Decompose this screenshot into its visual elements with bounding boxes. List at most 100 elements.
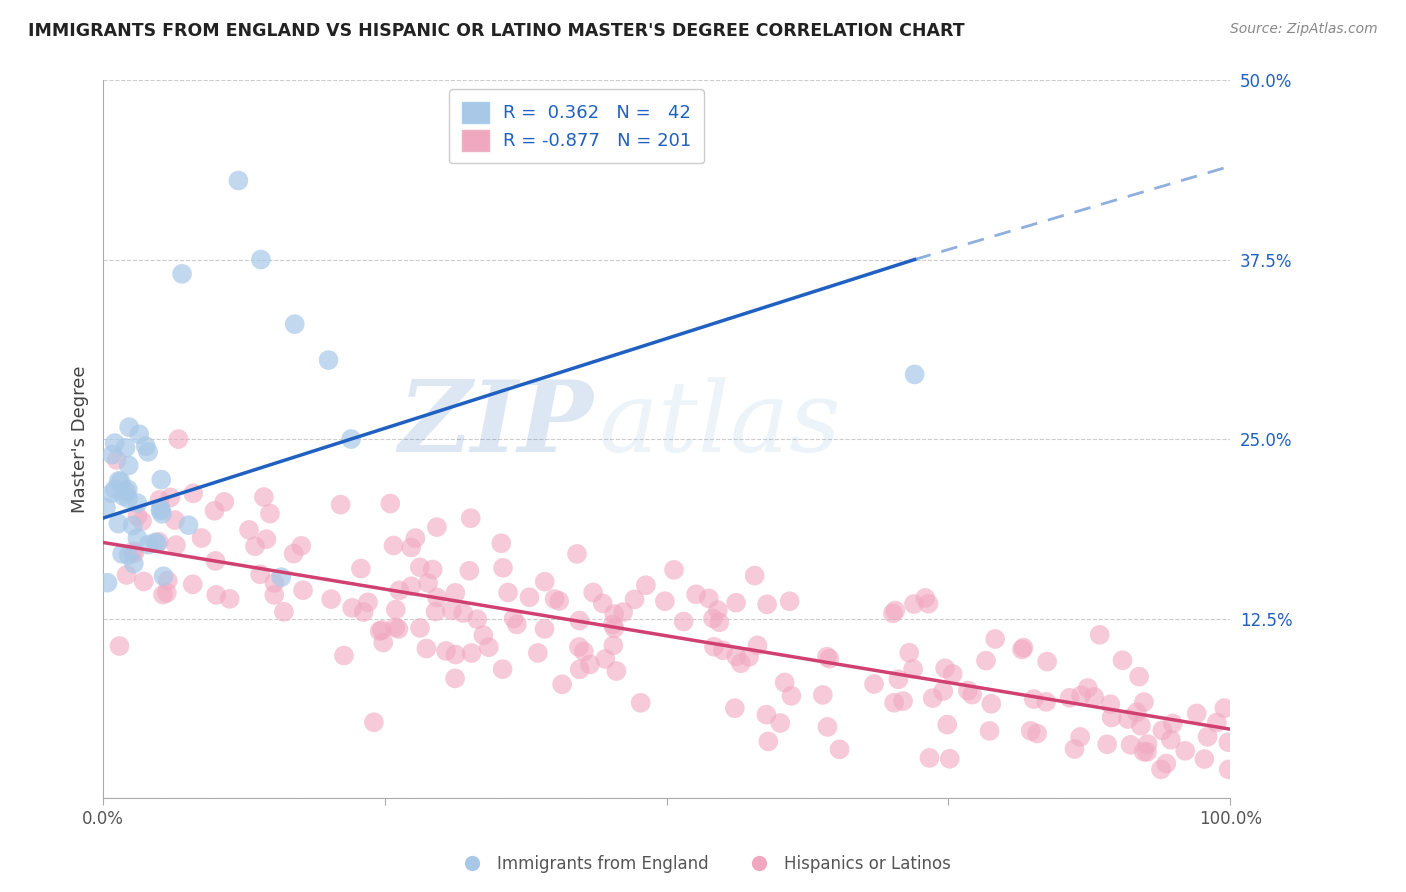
Point — [156, 574, 179, 588]
Point — [533, 574, 555, 589]
Point — [238, 523, 260, 537]
Point — [568, 614, 591, 628]
Point — [1099, 697, 1122, 711]
Point — [270, 570, 292, 584]
Point — [623, 592, 645, 607]
Point — [1063, 742, 1085, 756]
Point — [111, 547, 134, 561]
Point — [1132, 745, 1154, 759]
Point — [124, 546, 146, 560]
Point — [263, 575, 285, 590]
Point — [1077, 681, 1099, 695]
Point — [159, 491, 181, 505]
Point — [107, 474, 129, 488]
Point — [703, 640, 725, 654]
Point — [738, 649, 761, 664]
Point — [115, 568, 138, 582]
Point — [409, 621, 432, 635]
Point — [1218, 735, 1240, 749]
Point — [104, 436, 127, 450]
Point — [904, 368, 927, 382]
Point — [122, 557, 145, 571]
Point — [148, 534, 170, 549]
Point — [1069, 730, 1091, 744]
Text: ZIP: ZIP — [398, 376, 593, 473]
Point — [863, 677, 886, 691]
Point — [150, 473, 173, 487]
Point — [811, 688, 834, 702]
Point — [329, 498, 352, 512]
Point — [353, 605, 375, 619]
Point — [685, 587, 707, 601]
Point — [1116, 712, 1139, 726]
Point — [883, 696, 905, 710]
Point — [444, 672, 467, 686]
Point — [756, 598, 779, 612]
Point — [340, 432, 363, 446]
Point — [1136, 745, 1159, 759]
Point — [956, 683, 979, 698]
Point — [387, 622, 409, 636]
Point — [634, 578, 657, 592]
Point — [942, 667, 965, 681]
Point — [921, 691, 943, 706]
Point — [903, 597, 925, 611]
Point — [1156, 756, 1178, 771]
Point — [724, 701, 747, 715]
Point — [118, 420, 141, 434]
Point — [101, 448, 124, 462]
Point — [918, 751, 941, 765]
Point — [519, 591, 541, 605]
Point — [709, 615, 731, 630]
Point — [121, 518, 143, 533]
Point — [181, 577, 204, 591]
Point — [333, 648, 356, 663]
Point — [321, 592, 343, 607]
Point — [960, 688, 983, 702]
Point — [131, 514, 153, 528]
Point — [425, 605, 447, 619]
Point — [399, 541, 422, 555]
Point — [152, 588, 174, 602]
Point — [149, 503, 172, 517]
Point — [744, 568, 766, 582]
Point — [118, 458, 141, 473]
Point — [127, 509, 149, 524]
Point — [373, 635, 395, 649]
Point — [253, 490, 276, 504]
Point — [491, 662, 513, 676]
Point — [974, 654, 997, 668]
Point — [156, 586, 179, 600]
Point — [1129, 719, 1152, 733]
Point — [725, 596, 748, 610]
Point — [1194, 752, 1216, 766]
Point — [426, 520, 449, 534]
Point — [980, 697, 1002, 711]
Point — [388, 583, 411, 598]
Point — [318, 353, 340, 368]
Point — [165, 538, 187, 552]
Point — [465, 612, 488, 626]
Point — [150, 507, 173, 521]
Point — [1088, 628, 1111, 642]
Point — [572, 644, 595, 658]
Point — [979, 723, 1001, 738]
Point — [492, 561, 515, 575]
Point — [204, 554, 226, 568]
Point — [898, 646, 921, 660]
Point — [127, 531, 149, 545]
Point — [96, 575, 118, 590]
Point — [107, 516, 129, 531]
Point — [132, 574, 155, 589]
Point — [602, 617, 624, 632]
Point — [773, 675, 796, 690]
Point — [283, 547, 305, 561]
Point — [917, 597, 939, 611]
Point — [747, 638, 769, 652]
Point — [725, 649, 748, 664]
Point — [603, 621, 626, 635]
Point — [1022, 692, 1045, 706]
Point — [135, 439, 157, 453]
Point — [1012, 640, 1035, 655]
Point — [167, 432, 190, 446]
